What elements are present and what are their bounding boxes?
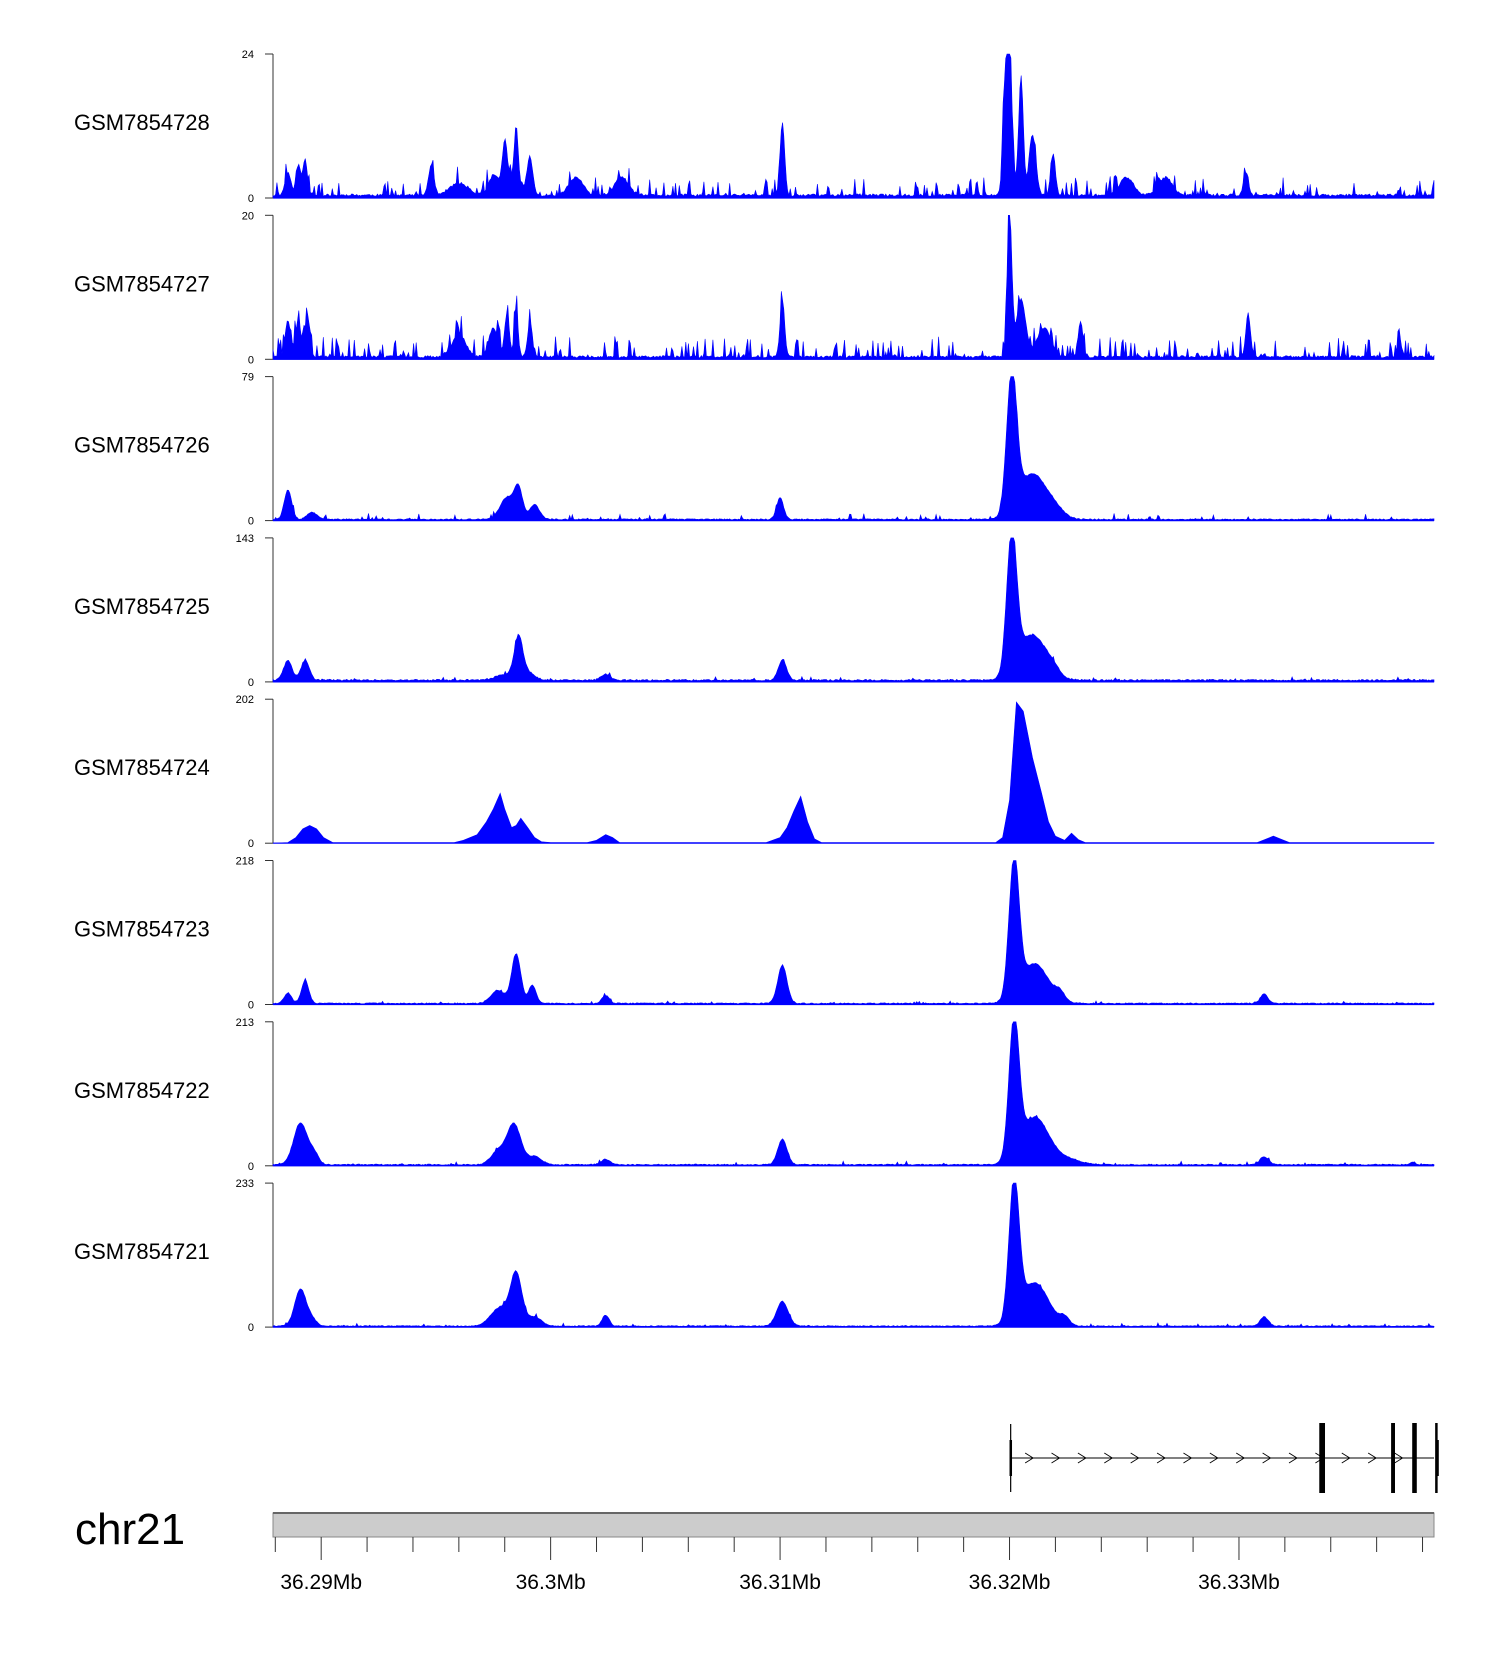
chromosome-axis: chr21 36.29Mb 36.3Mb 36.31Mb 36.32Mb 36.33Mb	[75, 1505, 1435, 1594]
strand-arrow	[1394, 1452, 1404, 1464]
y-max-label: 24	[242, 49, 254, 61]
strand-arrow	[1024, 1452, 1034, 1464]
coverage-track: GSM7854723 218 0	[74, 856, 1435, 1012]
y-max-label: 233	[236, 1178, 254, 1190]
track-label: GSM7854722	[74, 1078, 210, 1103]
strand-arrow	[1183, 1452, 1193, 1464]
coverage-area	[272, 215, 1435, 360]
strand-arrow	[1130, 1452, 1140, 1464]
coverage-track: GSM7854728 24 0	[74, 49, 1435, 205]
coverage-track: GSM7854724 202 0	[74, 694, 1435, 850]
y-min-label: 0	[248, 677, 254, 689]
y-min-label: 0	[248, 193, 254, 205]
x-tick-label: 36.3Mb	[516, 1571, 586, 1594]
coverage-area	[272, 376, 1435, 521]
strand-arrow	[1367, 1452, 1378, 1464]
y-min-label: 0	[248, 1000, 254, 1012]
coverage-track: GSM7854722 213 0	[74, 1017, 1435, 1173]
y-max-label: 20	[242, 210, 254, 222]
coverage-track: GSM7854727 20 0	[74, 210, 1435, 366]
track-label: GSM7854723	[74, 917, 210, 942]
strand-arrow	[1288, 1452, 1298, 1464]
strand-arrow	[1235, 1452, 1246, 1464]
track-label: GSM7854727	[74, 271, 210, 296]
y-min-label: 0	[248, 516, 254, 528]
gene-exon	[1319, 1423, 1326, 1493]
x-tick-label: 36.33Mb	[1198, 1571, 1280, 1594]
strand-arrow	[1341, 1452, 1351, 1464]
track-label: GSM7854721	[74, 1239, 210, 1264]
gene-exon	[1412, 1423, 1417, 1493]
strand-arrow	[1156, 1452, 1166, 1464]
x-tick-label: 36.32Mb	[969, 1571, 1051, 1594]
coverage-area	[272, 860, 1435, 1005]
coverage-track: GSM7854721 233 0	[74, 1178, 1435, 1334]
y-max-label: 213	[236, 1017, 254, 1029]
coverage-track: GSM7854726 79 0	[74, 372, 1435, 528]
coverage-area	[272, 1021, 1435, 1167]
y-max-label: 143	[236, 533, 254, 545]
strand-arrow	[1051, 1452, 1061, 1464]
coverage-area	[272, 53, 1435, 199]
x-tick-label: 36.29Mb	[280, 1571, 362, 1594]
coverage-area	[272, 701, 1435, 844]
strand-arrow	[1262, 1452, 1272, 1464]
y-min-label: 0	[248, 1161, 254, 1173]
gene-exon	[1391, 1423, 1395, 1493]
coverage-tracks: GSM7854728240GSM7854727200GSM7854726790G…	[74, 49, 1435, 1334]
track-label: GSM7854726	[74, 433, 210, 458]
y-max-label: 202	[236, 694, 254, 706]
x-tick-label: 36.31Mb	[739, 1571, 821, 1594]
chromosome-label: chr21	[75, 1505, 185, 1554]
strand-arrow	[1209, 1452, 1219, 1464]
track-label: GSM7854725	[74, 594, 210, 619]
strand-arrow	[1104, 1452, 1114, 1464]
gene-exon	[1436, 1440, 1439, 1476]
coverage-area	[272, 537, 1435, 683]
strand-arrow	[1077, 1452, 1087, 1464]
y-max-label: 218	[236, 856, 254, 868]
coverage-area	[272, 1182, 1435, 1328]
coverage-track: GSM7854725 143 0	[74, 533, 1435, 689]
chromosome-bar	[272, 1512, 1435, 1538]
y-max-label: 79	[242, 372, 254, 384]
y-min-label: 0	[248, 838, 254, 850]
track-label: GSM7854728	[74, 110, 210, 135]
gene-model-track	[1009, 1423, 1439, 1493]
y-min-label: 0	[248, 354, 254, 366]
y-min-label: 0	[248, 1322, 254, 1334]
track-label: GSM7854724	[74, 755, 210, 780]
